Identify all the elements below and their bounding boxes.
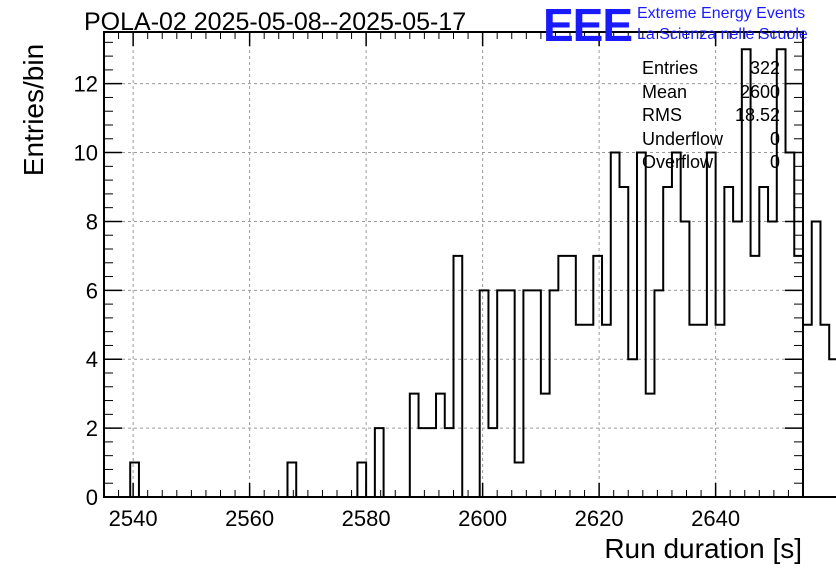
y-tick-label: 12 bbox=[74, 72, 98, 97]
stats-value: 0 bbox=[769, 128, 780, 149]
y-axis-label: Entries/bin bbox=[18, 43, 49, 177]
histogram-bin bbox=[576, 325, 585, 497]
x-tick-label: 2560 bbox=[225, 506, 274, 531]
stats-value: 322 bbox=[749, 58, 780, 78]
histogram-bin bbox=[445, 428, 454, 497]
histogram-bin bbox=[829, 359, 836, 497]
logo-line-2: La Scienza nelle Scuole bbox=[637, 26, 808, 43]
histogram-bin bbox=[716, 325, 725, 497]
y-tick-label: 2 bbox=[86, 416, 98, 441]
stats-row-overflow: Overflow 0 bbox=[642, 151, 780, 175]
histogram-bin bbox=[410, 394, 419, 497]
histogram-bin bbox=[602, 325, 611, 497]
y-tick-label: 8 bbox=[86, 209, 98, 234]
y-tick-label: 0 bbox=[86, 485, 98, 510]
histogram-bin bbox=[812, 221, 821, 497]
histogram-bin bbox=[480, 290, 489, 497]
stats-value: 0 bbox=[769, 152, 780, 172]
chart-title: POLA-02 2025-05-08--2025-05-17 bbox=[84, 8, 467, 36]
x-axis-ticks: 2540 2560 2580 2600 2620 2640 bbox=[103, 32, 804, 531]
histogram-bin bbox=[689, 325, 698, 497]
histogram-bin bbox=[803, 325, 812, 497]
x-axis-label: Run duration [s] bbox=[604, 533, 802, 564]
stats-row-entries: Entries 322 bbox=[642, 57, 780, 81]
histogram-bin bbox=[646, 394, 655, 497]
stats-row-rms: RMS 18.52 bbox=[642, 104, 780, 128]
histogram-bin bbox=[593, 256, 602, 497]
histogram-bin bbox=[733, 221, 742, 497]
histogram-bin bbox=[628, 359, 637, 497]
histogram-bin bbox=[558, 256, 567, 497]
histogram-bin bbox=[357, 463, 366, 497]
histogram-bin bbox=[654, 290, 663, 497]
histogram-bin bbox=[523, 290, 532, 497]
histogram-bin bbox=[637, 153, 646, 497]
histogram-bin bbox=[436, 394, 445, 497]
histogram-bin bbox=[663, 187, 672, 497]
histogram-bin bbox=[759, 187, 768, 497]
histogram-bin bbox=[515, 463, 524, 497]
histogram-bin bbox=[794, 256, 803, 497]
stats-label: Underflow bbox=[642, 128, 724, 149]
histogram-bin bbox=[541, 394, 550, 497]
logo-caption: Extreme Energy Events La Scienza nelle S… bbox=[637, 3, 808, 45]
y-axis-ticks: 0 2 4 6 8 10 12 bbox=[74, 41, 803, 510]
histogram-bin bbox=[497, 290, 506, 497]
stats-label: Overflow bbox=[642, 152, 714, 172]
x-tick-label: 2600 bbox=[458, 506, 507, 531]
histogram-bin bbox=[751, 256, 760, 497]
histogram-bin bbox=[567, 256, 576, 497]
histogram-bin bbox=[768, 221, 777, 497]
histogram-bin bbox=[375, 428, 384, 497]
histogram-bin bbox=[672, 153, 681, 497]
histogram-bin bbox=[611, 153, 620, 497]
histogram-bin bbox=[427, 428, 436, 497]
histogram-bin bbox=[287, 463, 296, 497]
histogram-bin bbox=[454, 256, 463, 497]
histogram-bin bbox=[585, 325, 594, 497]
histogram-bin bbox=[506, 290, 515, 497]
histogram-bin bbox=[550, 290, 559, 497]
stats-label: RMS bbox=[642, 105, 682, 125]
eee-logo: EEE bbox=[543, 0, 633, 51]
histogram-bin bbox=[698, 325, 707, 497]
y-tick-label: 10 bbox=[74, 141, 98, 166]
y-tick-label: 6 bbox=[86, 278, 98, 303]
logo-line-1: Extreme Energy Events bbox=[637, 5, 806, 22]
stats-label: Mean bbox=[642, 81, 688, 102]
histogram-bin bbox=[707, 153, 716, 497]
stats-value: 18.52 bbox=[734, 105, 780, 125]
stats-row-mean: Mean 2600 bbox=[642, 81, 780, 105]
stats-box: Entries 322 Mean 2600 RMS 18.52 Underflow 0 … bbox=[642, 57, 780, 175]
stats-value: 2600 bbox=[739, 81, 780, 102]
histogram-bin bbox=[488, 428, 497, 497]
x-tick-label: 2640 bbox=[691, 506, 740, 531]
histogram-bin bbox=[130, 463, 139, 497]
stats-label: Entries bbox=[642, 58, 699, 78]
histogram-bin bbox=[724, 187, 733, 497]
histogram-bin bbox=[620, 187, 629, 497]
x-tick-label: 2620 bbox=[575, 506, 624, 531]
histogram-bin bbox=[820, 325, 829, 497]
y-tick-label: 4 bbox=[86, 347, 98, 372]
histogram-bin bbox=[532, 290, 541, 497]
x-tick-label: 2540 bbox=[109, 506, 158, 531]
stats-row-underflow: Underflow 0 bbox=[642, 128, 780, 152]
histogram-bin bbox=[419, 428, 428, 497]
histogram-bin bbox=[681, 221, 690, 497]
x-tick-label: 2580 bbox=[342, 506, 391, 531]
histogram-bin bbox=[786, 153, 795, 497]
